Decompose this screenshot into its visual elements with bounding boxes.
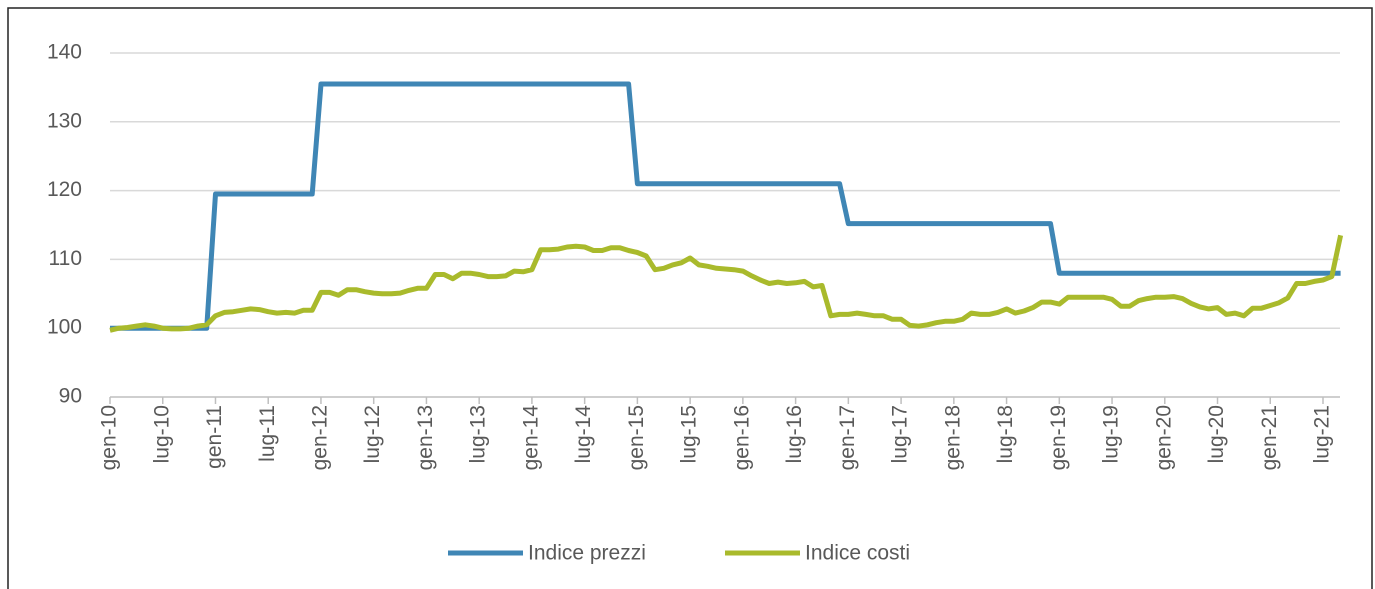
y-tick-label: 90 xyxy=(59,385,82,408)
x-tick-label: lug-20 xyxy=(1205,405,1228,463)
x-tick-label: gen-18 xyxy=(941,405,964,470)
x-tick-label: gen-19 xyxy=(1047,405,1070,470)
x-tick-label: gen-13 xyxy=(414,405,437,470)
y-tick-label: 120 xyxy=(47,178,82,201)
legend-label: Indice costi xyxy=(805,542,910,565)
x-tick-label: lug-17 xyxy=(889,405,912,463)
x-tick-label: gen-12 xyxy=(309,405,332,470)
x-tick-label: lug-19 xyxy=(1100,405,1123,463)
x-tick-label: gen-14 xyxy=(519,405,542,471)
x-tick-label: gen-15 xyxy=(625,405,648,470)
x-tick-label: lug-14 xyxy=(572,405,595,464)
x-tick-label: lug-15 xyxy=(678,405,701,463)
x-tick-label: gen-20 xyxy=(1152,405,1175,470)
x-tick-label: lug-21 xyxy=(1311,405,1334,463)
x-tick-label: lug-10 xyxy=(150,405,173,463)
frame xyxy=(7,7,1373,589)
legend-label: Indice prezzi xyxy=(528,542,646,565)
series-line xyxy=(109,234,1344,333)
x-tick-label: lug-16 xyxy=(783,405,806,463)
x-tick-label: gen-21 xyxy=(1258,405,1281,470)
y-tick-label: 110 xyxy=(49,247,82,270)
x-tick-label: gen-10 xyxy=(98,405,121,470)
x-tick-label: lug-18 xyxy=(994,405,1017,463)
x-tick-label: gen-17 xyxy=(836,405,859,470)
y-tick-label: 130 xyxy=(47,109,82,132)
x-tick-label: gen-11 xyxy=(203,405,226,469)
x-tick-label: lug-12 xyxy=(361,405,384,463)
x-tick-label: lug-11 xyxy=(256,405,279,462)
x-tick-label: lug-13 xyxy=(467,405,490,463)
x-tick-label: gen-16 xyxy=(730,405,753,470)
y-tick-label: 100 xyxy=(47,316,82,339)
y-tick-label: 140 xyxy=(47,41,82,64)
series-line xyxy=(110,81,1341,331)
